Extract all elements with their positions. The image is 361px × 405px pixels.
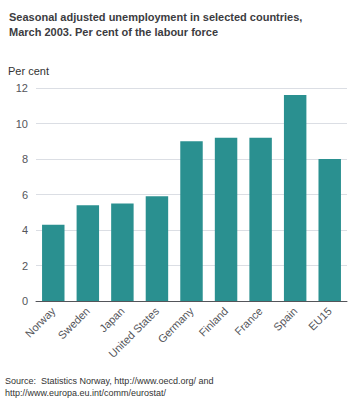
svg-text:Source: Statistics Norway, ht: Source: Statistics Norway, http://www.oe…: [5, 376, 213, 386]
svg-text:4: 4: [22, 224, 28, 236]
svg-text:March 2003. Per cent of the la: March 2003. Per cent of the labour force: [9, 26, 218, 38]
svg-text:Seasonal adjusted unemployment: Seasonal adjusted unemployment in select…: [9, 11, 302, 23]
svg-text:0: 0: [22, 295, 28, 307]
svg-text:United States: United States: [106, 304, 161, 359]
svg-text:6: 6: [22, 189, 28, 201]
svg-text:EU15: EU15: [306, 305, 334, 333]
svg-text:Norway: Norway: [23, 304, 58, 339]
svg-text:8: 8: [22, 153, 28, 165]
svg-text:Germany: Germany: [155, 304, 196, 345]
svg-text:Sweden: Sweden: [56, 305, 93, 342]
svg-text:12: 12: [16, 82, 28, 94]
svg-text:Japan: Japan: [97, 305, 127, 335]
svg-text:Finland: Finland: [196, 305, 230, 339]
svg-text:http://www.europa.eu.int/comm/: http://www.europa.eu.int/comm/eurostat/: [5, 388, 167, 398]
svg-text:10: 10: [16, 118, 28, 130]
svg-text:Spain: Spain: [271, 305, 299, 333]
svg-text:Per cent: Per cent: [8, 65, 49, 77]
svg-text:2: 2: [22, 260, 28, 272]
svg-text:France: France: [232, 305, 265, 338]
